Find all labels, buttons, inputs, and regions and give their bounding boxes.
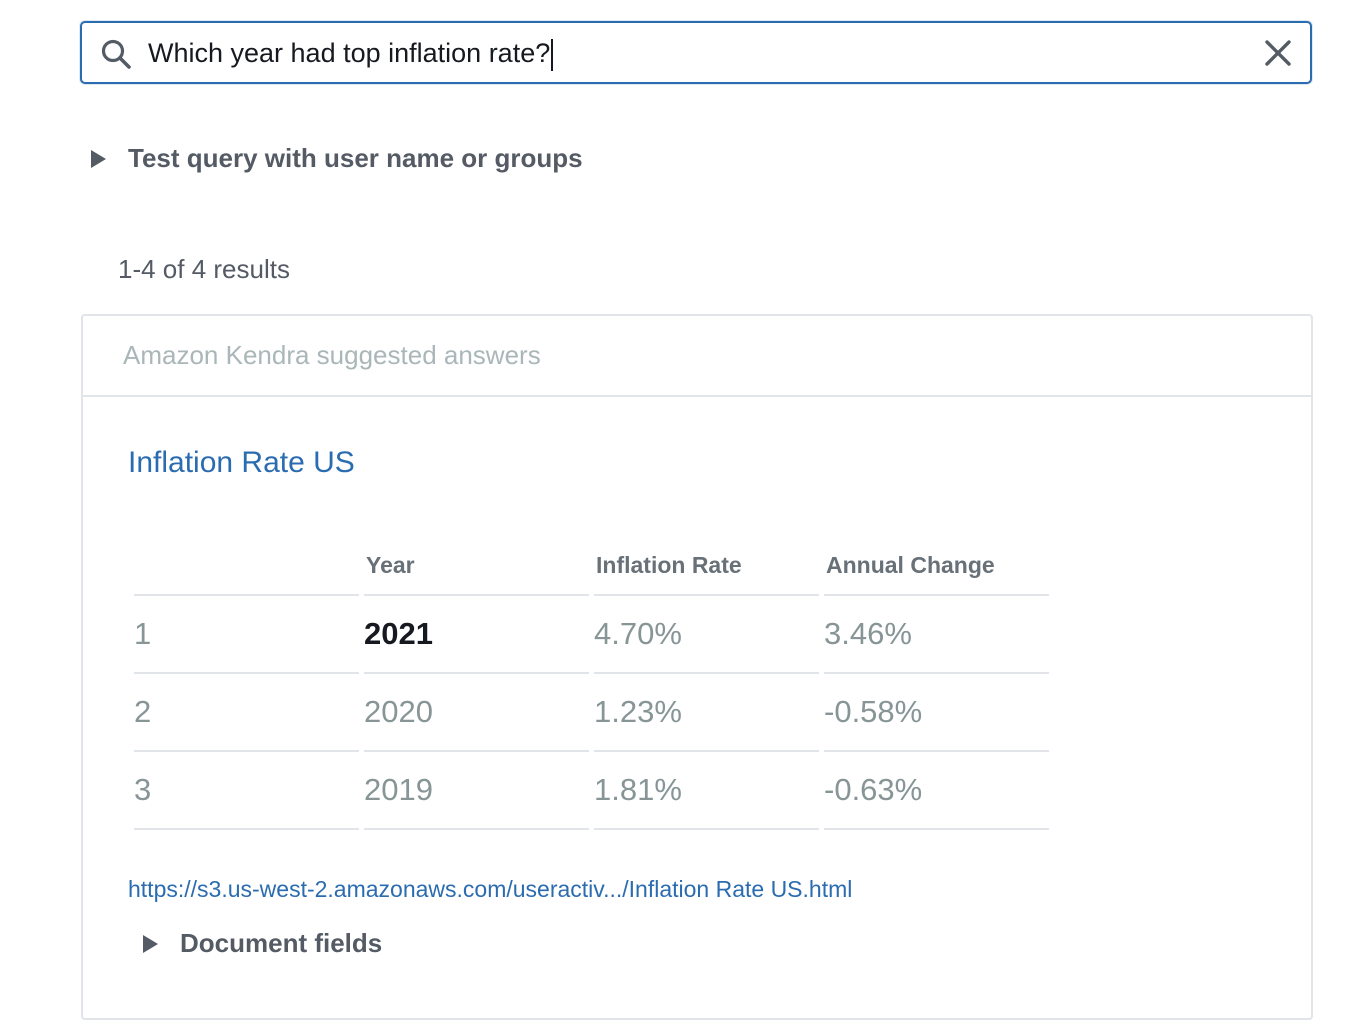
close-icon[interactable] xyxy=(1262,37,1294,69)
table-row: 3 2019 1.81% -0.63% xyxy=(134,752,1049,830)
column-header-year: Year xyxy=(364,552,589,596)
text-caret xyxy=(551,38,554,71)
search-query: Which year had top inflation rate? xyxy=(148,38,551,68)
table-cell: 3 xyxy=(134,752,359,830)
search-icon xyxy=(101,39,131,69)
test-query-label: Test query with user name or groups xyxy=(128,143,583,173)
table-cell: 3.46% xyxy=(824,596,1049,674)
table-cell-highlighted: 2021 xyxy=(364,596,589,674)
table-cell: 2019 xyxy=(364,752,589,830)
table-header-row: Year Inflation Rate Annual Change xyxy=(134,552,1049,596)
suggested-answers-header: Amazon Kendra suggested answers xyxy=(83,316,1311,397)
table-cell: 1.23% xyxy=(594,674,819,752)
column-header xyxy=(134,552,359,596)
suggested-answers-card: Amazon Kendra suggested answers Inflatio… xyxy=(81,314,1313,1020)
table-cell: 1.81% xyxy=(594,752,819,830)
table-cell: -0.58% xyxy=(824,674,1049,752)
table-row: 1 2021 4.70% 3.46% xyxy=(134,596,1049,674)
test-query-expander[interactable]: Test query with user name or groups xyxy=(91,143,583,174)
table-cell: -0.63% xyxy=(824,752,1049,830)
document-fields-expander[interactable]: Document fields xyxy=(143,928,382,959)
document-fields-label: Document fields xyxy=(180,928,383,958)
source-url-link[interactable]: https://s3.us-west-2.amazonaws.com/usera… xyxy=(128,876,853,902)
search-box[interactable]: Which year had top inflation rate? xyxy=(80,21,1312,84)
caret-right-icon xyxy=(91,149,106,168)
answer-table: Year Inflation Rate Annual Change 1 2021… xyxy=(129,552,1054,830)
column-header-inflation-rate: Inflation Rate xyxy=(594,552,819,596)
caret-right-icon xyxy=(143,934,158,953)
table-cell: 2020 xyxy=(364,674,589,752)
table-cell: 4.70% xyxy=(594,596,819,674)
table-row: 2 2020 1.23% -0.58% xyxy=(134,674,1049,752)
results-count: 1-4 of 4 results xyxy=(118,254,290,284)
column-header-annual-change: Annual Change xyxy=(824,552,1049,596)
table-cell: 1 xyxy=(134,596,359,674)
table-cell: 2 xyxy=(134,674,359,752)
search-input[interactable]: Which year had top inflation rate? xyxy=(148,31,1248,75)
answer-title-link[interactable]: Inflation Rate US xyxy=(128,446,355,479)
